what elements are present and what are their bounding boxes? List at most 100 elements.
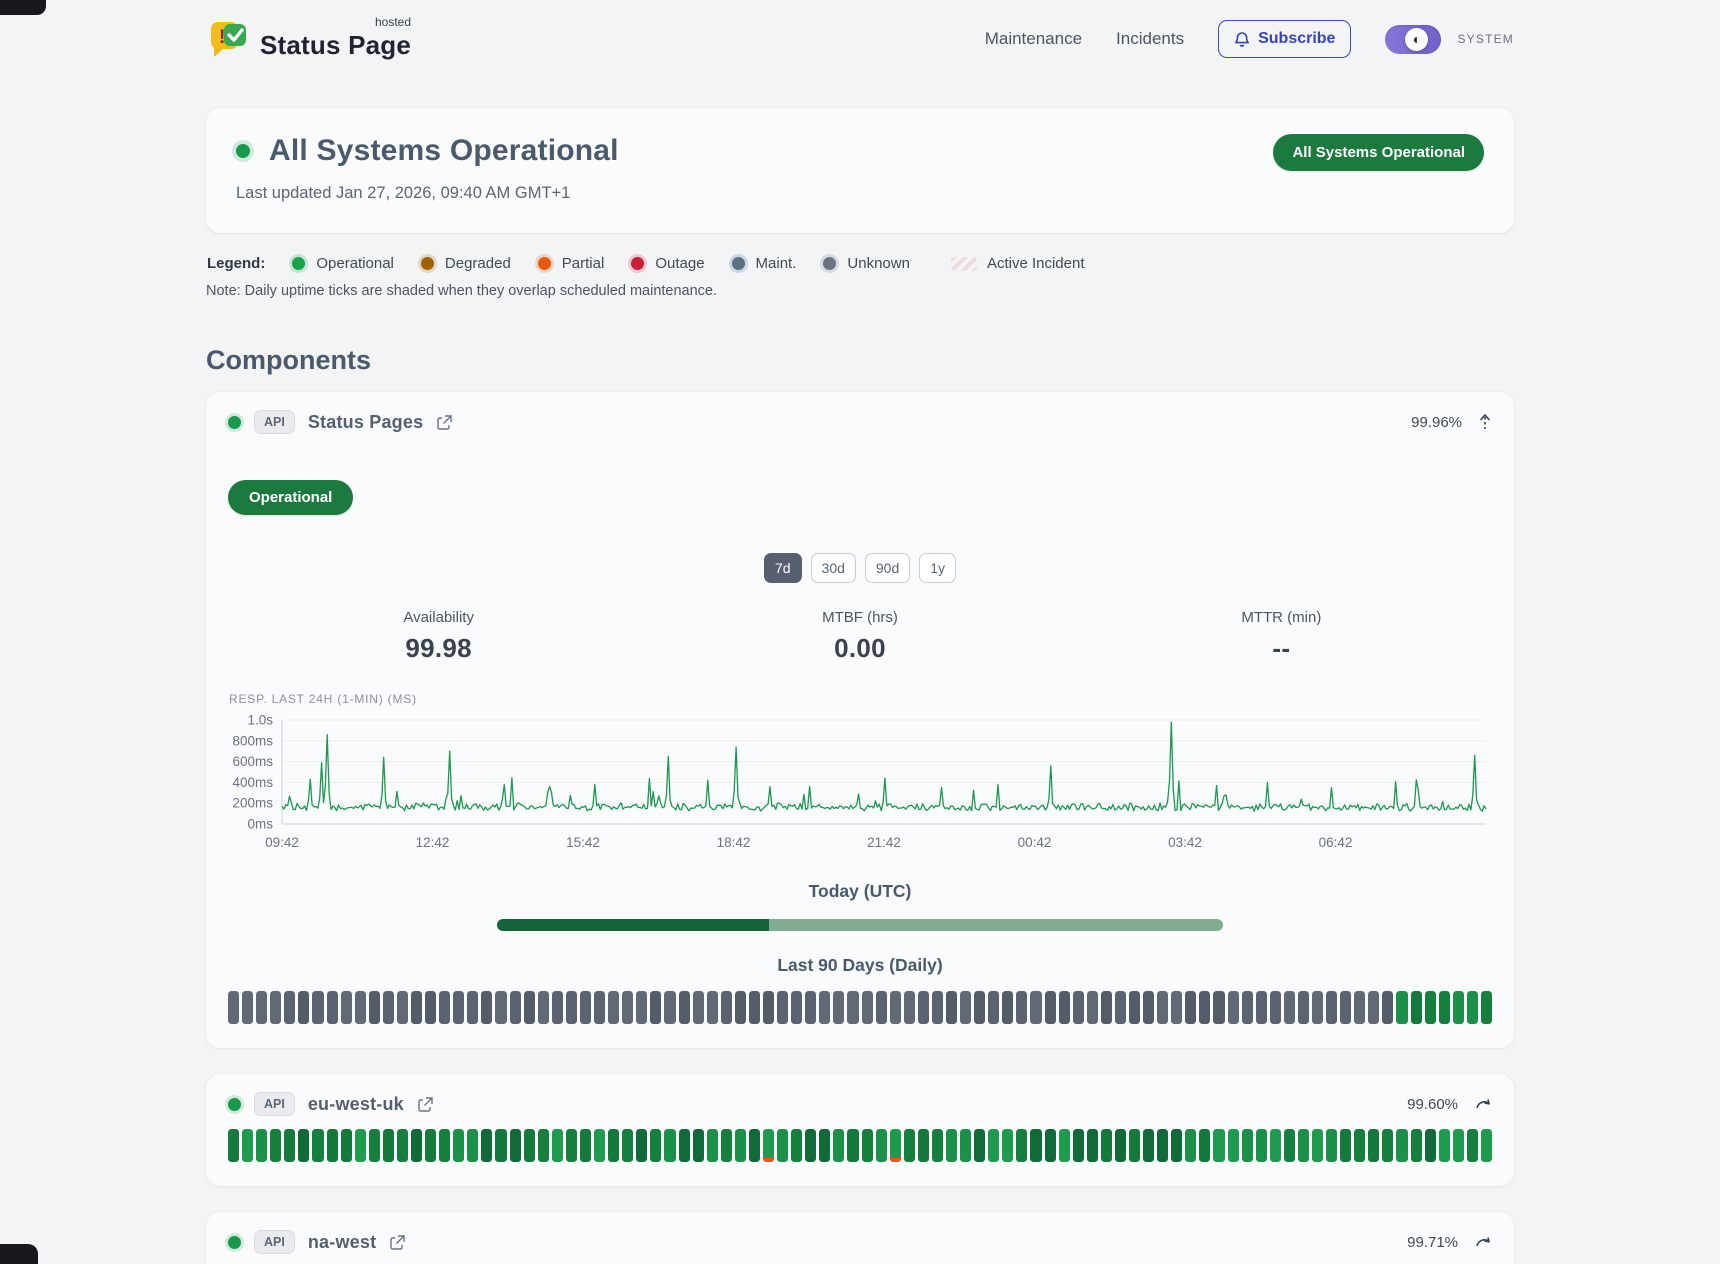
uptime-tick[interactable] <box>242 1129 254 1162</box>
uptime-tick[interactable] <box>425 1129 437 1162</box>
uptime-tick[interactable] <box>1044 1129 1056 1162</box>
uptime-tick[interactable] <box>805 991 817 1024</box>
uptime-tick[interactable] <box>748 991 760 1024</box>
uptime-tick[interactable] <box>706 991 718 1024</box>
uptime-tick[interactable] <box>1340 1129 1352 1162</box>
uptime-tick[interactable] <box>1199 991 1211 1024</box>
uptime-tick[interactable] <box>819 991 831 1024</box>
external-link-icon[interactable] <box>389 1234 406 1251</box>
uptime-tick[interactable] <box>734 1129 746 1162</box>
uptime-tick[interactable] <box>720 1129 732 1162</box>
uptime-tick[interactable] <box>1044 991 1056 1024</box>
uptime-tick[interactable] <box>368 1129 380 1162</box>
uptime-tick[interactable] <box>425 991 437 1024</box>
uptime-tick[interactable] <box>1143 991 1155 1024</box>
uptime-tick[interactable] <box>1157 1129 1169 1162</box>
uptime-tick[interactable] <box>847 1129 859 1162</box>
uptime-tick[interactable] <box>692 991 704 1024</box>
uptime-tick[interactable] <box>861 1129 873 1162</box>
uptime-tick[interactable] <box>875 991 887 1024</box>
uptime-tick[interactable] <box>228 1129 240 1162</box>
uptime-tick[interactable] <box>453 1129 465 1162</box>
uptime-tick[interactable] <box>1002 991 1014 1024</box>
uptime-tick[interactable] <box>256 991 268 1024</box>
uptime-tick[interactable] <box>1480 991 1493 1024</box>
uptime-tick[interactable] <box>1269 991 1281 1024</box>
uptime-tick[interactable] <box>594 1129 606 1162</box>
uptime-tick[interactable] <box>1185 991 1197 1024</box>
expand-button[interactable] <box>1474 1235 1492 1249</box>
uptime-tick[interactable] <box>720 991 732 1024</box>
uptime-tick[interactable] <box>382 991 394 1024</box>
uptime-tick[interactable] <box>481 991 493 1024</box>
uptime-tick[interactable] <box>1241 991 1253 1024</box>
uptime-tick[interactable] <box>368 991 380 1024</box>
uptime-tick[interactable] <box>1143 1129 1155 1162</box>
uptime-tick[interactable] <box>565 991 577 1024</box>
uptime-tick[interactable] <box>1466 1129 1478 1162</box>
theme-toggle[interactable]: ◐ <box>1385 24 1442 54</box>
uptime-tick[interactable] <box>706 1129 718 1162</box>
uptime-tick[interactable] <box>537 1129 549 1162</box>
uptime-tick[interactable] <box>340 991 352 1024</box>
uptime-tick[interactable] <box>608 1129 620 1162</box>
uptime-tick[interactable] <box>931 991 943 1024</box>
uptime-tick[interactable] <box>1213 1129 1225 1162</box>
uptime-tick[interactable] <box>1213 991 1225 1024</box>
uptime-tick[interactable] <box>1297 1129 1310 1162</box>
uptime-tick[interactable] <box>1312 1129 1324 1162</box>
uptime-tick[interactable] <box>551 1129 563 1162</box>
uptime-tick[interactable] <box>875 1129 887 1162</box>
uptime-tick[interactable] <box>1086 1129 1098 1162</box>
uptime-tick[interactable] <box>622 991 634 1024</box>
uptime-tick[interactable] <box>1129 1129 1141 1162</box>
uptime-tick[interactable] <box>270 991 282 1024</box>
uptime-tick[interactable] <box>1016 991 1028 1024</box>
uptime-tick[interactable] <box>1368 1129 1380 1162</box>
uptime-tick[interactable] <box>1241 1129 1253 1162</box>
uptime-tick[interactable] <box>960 991 972 1024</box>
uptime-tick[interactable] <box>1368 991 1380 1024</box>
uptime-tick[interactable] <box>326 1129 338 1162</box>
range-button-30d[interactable]: 30d <box>810 553 856 583</box>
uptime-tick[interactable] <box>791 1129 803 1162</box>
uptime-tick[interactable] <box>678 991 690 1024</box>
uptime-tick[interactable] <box>1410 991 1422 1024</box>
uptime-tick[interactable] <box>523 1129 535 1162</box>
uptime-tick[interactable] <box>411 991 423 1024</box>
uptime-tick[interactable] <box>1424 991 1436 1024</box>
uptime-tick[interactable] <box>1283 1129 1295 1162</box>
uptime-tick[interactable] <box>917 991 929 1024</box>
uptime-tick[interactable] <box>664 1129 676 1162</box>
uptime-tick[interactable] <box>1297 991 1310 1024</box>
uptime-tick[interactable] <box>1480 1129 1493 1162</box>
range-button-1y[interactable]: 1y <box>919 553 957 583</box>
uptime-tick[interactable] <box>974 1129 986 1162</box>
uptime-tick[interactable] <box>1255 991 1267 1024</box>
uptime-tick[interactable] <box>833 1129 845 1162</box>
uptime-tick[interactable] <box>579 991 592 1024</box>
uptime-tick[interactable] <box>1030 1129 1042 1162</box>
uptime-tick[interactable] <box>1227 991 1239 1024</box>
uptime-tick[interactable] <box>1382 991 1394 1024</box>
uptime-tick[interactable] <box>1185 1129 1197 1162</box>
uptime-tick[interactable] <box>284 1129 296 1162</box>
range-button-7d[interactable]: 7d <box>763 553 802 583</box>
uptime-tick[interactable] <box>636 1129 648 1162</box>
uptime-tick[interactable] <box>1171 1129 1183 1162</box>
uptime-tick[interactable] <box>650 991 662 1024</box>
uptime-tick[interactable] <box>1114 991 1126 1024</box>
uptime-tick[interactable] <box>1171 991 1183 1024</box>
uptime-tick[interactable] <box>1199 1129 1211 1162</box>
range-button-90d[interactable]: 90d <box>864 553 911 583</box>
uptime-tick[interactable] <box>354 1129 366 1162</box>
uptime-tick[interactable] <box>1354 1129 1366 1162</box>
uptime-tick[interactable] <box>579 1129 592 1162</box>
uptime-tick[interactable] <box>1269 1129 1281 1162</box>
uptime-tick[interactable] <box>382 1129 394 1162</box>
uptime-tick[interactable] <box>396 991 409 1024</box>
uptime-tick[interactable] <box>1058 991 1070 1024</box>
nav-maintenance[interactable]: Maintenance <box>984 29 1083 48</box>
uptime-tick[interactable] <box>1424 1129 1436 1162</box>
uptime-tick[interactable] <box>1438 991 1450 1024</box>
